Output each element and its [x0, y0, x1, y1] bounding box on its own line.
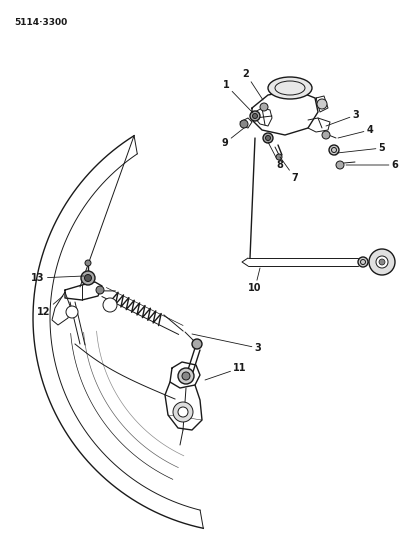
- Text: 12: 12: [37, 296, 63, 317]
- Circle shape: [266, 135, 271, 141]
- Circle shape: [96, 286, 104, 294]
- Text: 8: 8: [268, 142, 284, 170]
- Text: 11: 11: [205, 363, 247, 380]
- Circle shape: [192, 339, 202, 349]
- Circle shape: [81, 271, 95, 285]
- Circle shape: [260, 103, 268, 111]
- Circle shape: [329, 145, 339, 155]
- Circle shape: [322, 131, 330, 139]
- Circle shape: [85, 260, 91, 266]
- Text: 5: 5: [337, 143, 386, 153]
- Text: 5114·3300: 5114·3300: [14, 18, 67, 27]
- Circle shape: [240, 120, 248, 128]
- Text: 1: 1: [223, 80, 253, 113]
- Circle shape: [263, 133, 273, 143]
- Circle shape: [358, 257, 368, 267]
- Text: 7: 7: [280, 157, 298, 183]
- Circle shape: [379, 259, 385, 265]
- Circle shape: [178, 368, 194, 384]
- Circle shape: [336, 161, 344, 169]
- Circle shape: [182, 372, 190, 380]
- Circle shape: [369, 249, 395, 275]
- Circle shape: [173, 402, 193, 422]
- Text: 3: 3: [192, 334, 262, 353]
- Circle shape: [276, 154, 282, 160]
- Text: 4: 4: [338, 125, 373, 138]
- Circle shape: [250, 111, 260, 121]
- Ellipse shape: [268, 77, 312, 99]
- Text: 9: 9: [222, 128, 244, 148]
- Text: 3: 3: [326, 110, 359, 126]
- Circle shape: [253, 114, 257, 118]
- Circle shape: [317, 99, 327, 109]
- Text: 2: 2: [243, 69, 263, 100]
- Circle shape: [103, 298, 117, 312]
- Text: 6: 6: [346, 160, 398, 170]
- Circle shape: [376, 256, 388, 268]
- Text: 13: 13: [31, 273, 84, 283]
- Circle shape: [178, 407, 188, 417]
- Circle shape: [66, 306, 78, 318]
- Circle shape: [84, 274, 91, 281]
- Text: 10: 10: [248, 268, 262, 293]
